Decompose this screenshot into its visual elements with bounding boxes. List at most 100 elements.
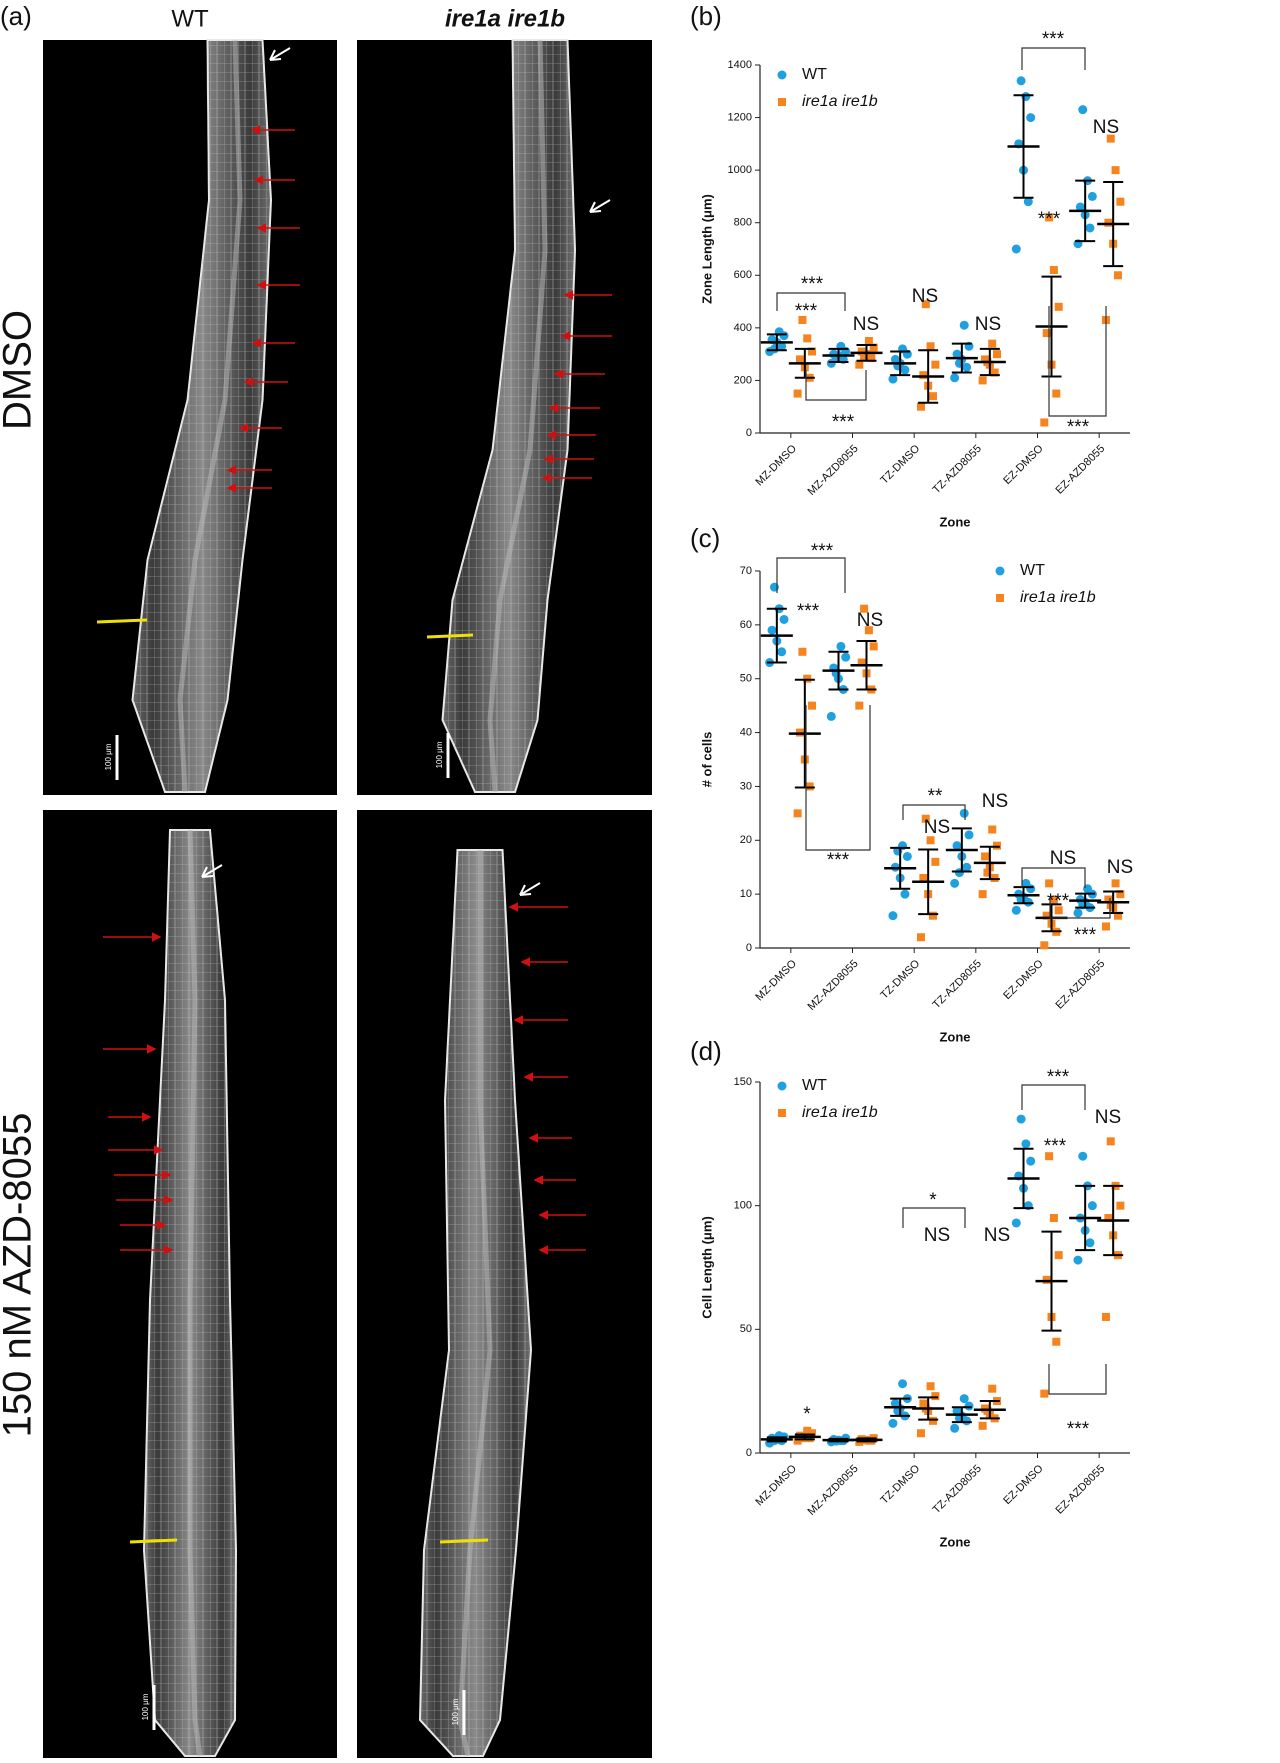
y-tick-label: 0 <box>746 1447 752 1459</box>
x-tick-label: EZ-AZD8055 <box>1053 958 1107 1012</box>
bracket <box>805 370 867 401</box>
y-tick-label: 50 <box>740 1323 752 1335</box>
data-point <box>767 625 777 635</box>
data-point <box>1011 244 1021 254</box>
data-point <box>869 343 878 352</box>
data-point <box>869 642 878 651</box>
data-point <box>931 1392 940 1401</box>
meristem-boundary <box>96 618 148 624</box>
significance: *** <box>1047 891 1070 912</box>
data-point <box>805 782 814 791</box>
data-point <box>1111 879 1120 888</box>
legend-label: ire1a ire1b <box>802 93 878 110</box>
significance: *** <box>1067 1419 1090 1440</box>
meristem-boundary <box>439 1538 489 1544</box>
significance: *** <box>801 274 824 295</box>
y-tick-label: 60 <box>740 619 752 631</box>
data-point <box>1052 389 1061 398</box>
chart: (c) 0 10 20 30 40 50 60 70 # of cells Zone MZ-DMSO M… <box>690 523 1133 1045</box>
data-point <box>1113 271 1122 280</box>
y-tick-label: 400 <box>734 322 752 334</box>
row-label: 150 nM AZD-8055 <box>0 1113 40 1438</box>
significance: ** <box>928 786 943 807</box>
significance: NS <box>975 314 1001 335</box>
arrow <box>519 882 541 896</box>
data-point <box>950 1423 960 1433</box>
panel-label: (b) <box>690 1 722 31</box>
legend-label: WT <box>802 1077 827 1094</box>
data-point <box>1011 1218 1021 1228</box>
y-tick-label: 0 <box>746 942 752 954</box>
data-point <box>1049 266 1058 275</box>
y-tick-label: 1200 <box>728 111 752 123</box>
data-point <box>981 852 990 861</box>
data-point <box>926 1382 935 1391</box>
data-point <box>900 889 910 899</box>
data-point <box>803 674 812 683</box>
data-point <box>1113 911 1122 920</box>
significance: *** <box>1067 417 1090 438</box>
data-point <box>1101 922 1110 931</box>
data-point <box>1085 1238 1095 1248</box>
data-point <box>1104 895 1113 904</box>
bracket <box>805 705 871 851</box>
data-point <box>860 352 869 361</box>
data-point <box>855 360 864 369</box>
significance: NS <box>912 286 938 307</box>
data-point <box>798 647 807 656</box>
root-vascular <box>177 39 243 793</box>
data-point <box>931 360 940 369</box>
data-point <box>793 809 802 818</box>
significance: *** <box>1038 209 1061 230</box>
data-point <box>988 825 997 834</box>
data-point <box>919 371 928 380</box>
panel-label: (d) <box>690 1036 722 1066</box>
y-tick-label: 30 <box>740 780 752 792</box>
data-point <box>888 1418 898 1428</box>
data-point <box>928 392 937 401</box>
data-point <box>1042 911 1051 920</box>
significance: NS <box>1093 117 1119 138</box>
data-point <box>888 374 898 384</box>
data-point <box>959 808 969 818</box>
significance: *** <box>827 850 850 871</box>
data-point <box>1087 1201 1097 1211</box>
data-point <box>1021 1139 1031 1149</box>
bracket <box>776 557 846 593</box>
x-tick-label: EZ-DMSO <box>1001 957 1046 1002</box>
y-tick-label: 1000 <box>728 164 752 176</box>
significance: NS <box>924 1225 950 1246</box>
scale-bar-label: 100 μm <box>435 741 444 768</box>
data-point <box>867 354 876 363</box>
x-tick-label: MZ-AZD8055 <box>805 958 860 1013</box>
legend-marker <box>777 1081 787 1091</box>
significance: * <box>929 1190 937 1211</box>
data-point <box>798 315 807 324</box>
data-point <box>796 355 805 364</box>
root-cells <box>420 850 531 1756</box>
y-tick-label: 50 <box>740 673 752 685</box>
significance: *** <box>1074 925 1097 946</box>
data-point <box>950 878 960 888</box>
data-point <box>1106 1137 1115 1146</box>
significance: *** <box>797 601 820 622</box>
panel-a: (a) WT ire1a ire1b DMSO 150 nM AZD-8055 … <box>0 1 652 1758</box>
data-point <box>1023 197 1033 207</box>
data-point <box>1111 166 1120 175</box>
x-tick-label: MZ-DMSO <box>753 442 799 488</box>
data-point <box>1104 218 1113 227</box>
data-point <box>1045 879 1054 888</box>
legend-marker <box>778 98 786 106</box>
data-point <box>988 1384 997 1393</box>
x-axis-label: Zone <box>939 1029 970 1044</box>
y-axis-label: # of cells <box>699 732 714 788</box>
data-point <box>964 830 974 840</box>
y-tick-label: 10 <box>740 888 752 900</box>
legend-marker <box>778 1109 786 1117</box>
x-tick-label: TZ-DMSO <box>878 1462 922 1506</box>
x-tick-label: TZ-DMSO <box>878 957 922 1001</box>
data-point <box>926 836 935 845</box>
y-tick-label: 100 <box>734 1200 752 1212</box>
legend-marker <box>996 594 1004 602</box>
